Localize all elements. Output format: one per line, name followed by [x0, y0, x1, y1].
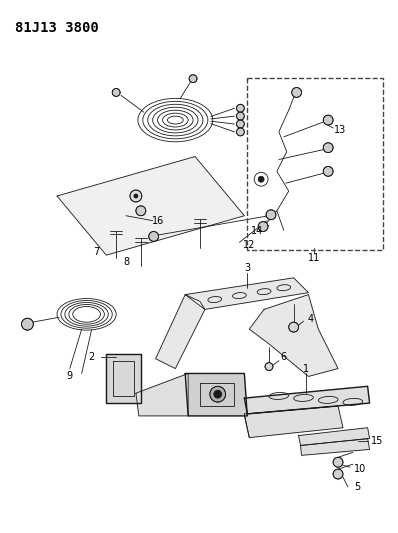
Circle shape: [265, 362, 273, 370]
Circle shape: [210, 386, 226, 402]
Text: 1: 1: [303, 364, 310, 374]
Circle shape: [323, 115, 333, 125]
Circle shape: [189, 75, 197, 83]
Text: 13: 13: [334, 125, 346, 135]
Polygon shape: [300, 439, 370, 455]
Circle shape: [258, 176, 264, 182]
Circle shape: [136, 206, 146, 216]
Text: 7: 7: [93, 247, 100, 257]
Circle shape: [333, 469, 343, 479]
Polygon shape: [185, 374, 247, 416]
Text: 8: 8: [123, 257, 129, 267]
Text: 16: 16: [152, 216, 165, 225]
Text: 2: 2: [88, 352, 95, 362]
Circle shape: [289, 322, 298, 332]
Text: 9: 9: [67, 372, 73, 382]
Text: 15: 15: [371, 435, 384, 446]
Polygon shape: [57, 157, 244, 255]
Circle shape: [323, 166, 333, 176]
Circle shape: [130, 190, 142, 202]
Polygon shape: [249, 295, 338, 376]
Circle shape: [134, 194, 138, 198]
Text: 3: 3: [244, 263, 250, 273]
Circle shape: [236, 104, 244, 112]
Text: 11: 11: [308, 253, 320, 263]
Polygon shape: [156, 295, 205, 368]
Text: 6: 6: [281, 352, 287, 362]
Circle shape: [333, 457, 343, 467]
Circle shape: [214, 390, 222, 398]
Polygon shape: [244, 386, 370, 414]
Circle shape: [266, 210, 276, 220]
Text: 10: 10: [353, 464, 366, 474]
Polygon shape: [106, 354, 141, 403]
Text: 5: 5: [355, 482, 361, 492]
Polygon shape: [244, 406, 343, 438]
Circle shape: [21, 318, 33, 330]
Circle shape: [149, 231, 158, 241]
Text: 4: 4: [307, 314, 314, 324]
Circle shape: [236, 112, 244, 120]
Text: 14: 14: [251, 225, 263, 236]
Circle shape: [323, 143, 333, 152]
Circle shape: [258, 222, 268, 231]
Polygon shape: [185, 278, 308, 309]
Text: 81J13 3800: 81J13 3800: [15, 21, 98, 36]
Polygon shape: [136, 374, 188, 416]
Circle shape: [236, 120, 244, 128]
Text: 12: 12: [243, 240, 256, 251]
Bar: [247, 78, 383, 250]
Circle shape: [112, 88, 120, 96]
Polygon shape: [298, 427, 370, 446]
Circle shape: [236, 128, 244, 136]
Circle shape: [292, 87, 302, 98]
